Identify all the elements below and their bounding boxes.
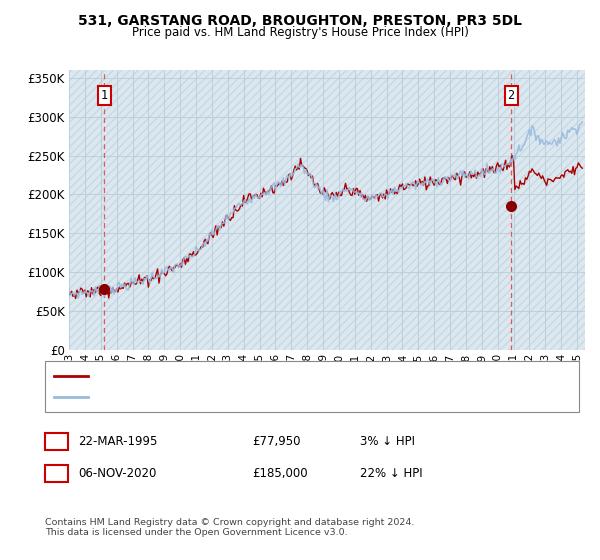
Text: HPI: Average price, detached house, Preston: HPI: Average price, detached house, Pres…: [94, 393, 338, 403]
Text: 531, GARSTANG ROAD, BROUGHTON, PRESTON, PR3 5DL: 531, GARSTANG ROAD, BROUGHTON, PRESTON, …: [78, 14, 522, 28]
Text: 3% ↓ HPI: 3% ↓ HPI: [360, 435, 415, 448]
Text: £77,950: £77,950: [252, 435, 301, 448]
Text: 2: 2: [53, 466, 60, 480]
Text: 1: 1: [101, 88, 108, 102]
Text: 06-NOV-2020: 06-NOV-2020: [79, 466, 157, 480]
Text: 2: 2: [508, 88, 515, 102]
Text: 22-MAR-1995: 22-MAR-1995: [79, 435, 158, 448]
Text: Contains HM Land Registry data © Crown copyright and database right 2024.
This d: Contains HM Land Registry data © Crown c…: [45, 518, 415, 538]
Text: £185,000: £185,000: [252, 466, 308, 480]
Text: 1: 1: [53, 435, 60, 448]
Text: 22% ↓ HPI: 22% ↓ HPI: [360, 466, 422, 480]
Text: Price paid vs. HM Land Registry's House Price Index (HPI): Price paid vs. HM Land Registry's House …: [131, 26, 469, 39]
Text: 531, GARSTANG ROAD, BROUGHTON, PRESTON, PR3 5DL (detached house): 531, GARSTANG ROAD, BROUGHTON, PRESTON, …: [94, 371, 507, 381]
